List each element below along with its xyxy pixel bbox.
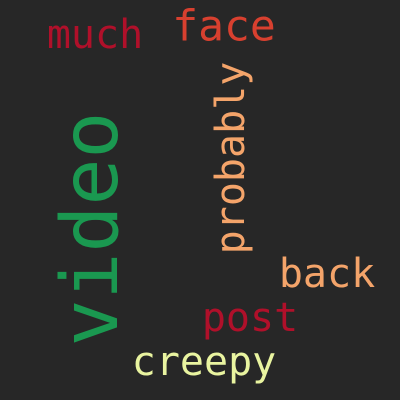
word-much: much	[46, 12, 144, 58]
word-back: back	[278, 251, 376, 297]
word-creepy: creepy	[131, 339, 277, 385]
word-video: video	[46, 111, 136, 347]
word-post: post	[201, 295, 299, 341]
word-face: face	[172, 1, 276, 52]
word-probably: probably	[208, 61, 254, 255]
